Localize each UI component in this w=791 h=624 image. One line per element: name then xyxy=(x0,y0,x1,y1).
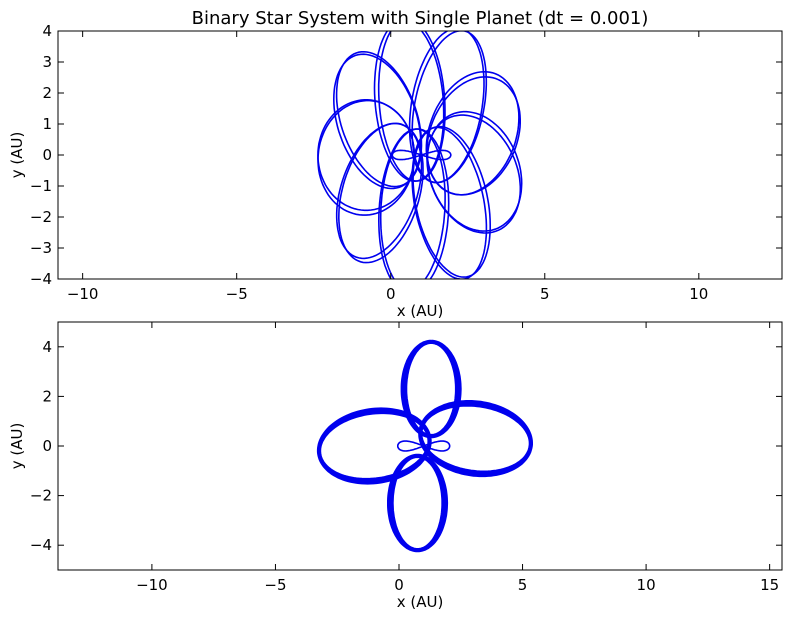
y-tick-label: 0 xyxy=(42,437,52,455)
orbit-trajectory-0-8 xyxy=(426,114,522,234)
orbit-trajectory-1-3 xyxy=(388,454,447,552)
y-tick-label: −3 xyxy=(30,239,52,257)
x-tick-label: 5 xyxy=(540,285,550,303)
y-tick-label: −2 xyxy=(30,487,52,505)
y-tick-label: 2 xyxy=(42,387,52,405)
orbit-trajectory-0-4 xyxy=(400,339,462,439)
orbit-trajectory-0-14 xyxy=(337,122,424,264)
orbit-trajectory-0-16 xyxy=(412,125,491,278)
orbit-trajectory-1-4 xyxy=(387,453,449,553)
x-tick-label: 15 xyxy=(760,576,779,594)
x-tick-label: −10 xyxy=(136,576,168,594)
orbit-trajectory-1-2 xyxy=(389,455,446,552)
y-tick-label: 0 xyxy=(42,146,52,164)
y-axis-label: y (AU) xyxy=(8,423,26,470)
orbit-trajectory-0-17 xyxy=(426,110,523,232)
y-tick-label: 2 xyxy=(42,84,52,102)
orbit-trajectory-0-15 xyxy=(379,128,450,279)
y-tick-label: −4 xyxy=(30,536,52,554)
y-tick-label: −1 xyxy=(30,177,52,195)
orbit-trajectory-0-3 xyxy=(401,340,461,438)
orbit-trajectory-1-0 xyxy=(391,456,444,550)
orbit-series-group xyxy=(317,31,523,279)
orbit-trajectory-1-1 xyxy=(390,455,445,551)
orbit-trajectory-0-13 xyxy=(317,99,416,216)
orbit-trajectory-4-0 xyxy=(397,440,451,452)
x-tick-label: −10 xyxy=(67,285,99,303)
orbit-trajectory-0-1 xyxy=(404,341,459,437)
y-axis-label: y (AU) xyxy=(8,132,26,179)
y-tick-label: 4 xyxy=(42,338,52,356)
y-tick-label: 3 xyxy=(42,53,52,71)
x-tick-label: −5 xyxy=(264,576,286,594)
orbit-trajectory-0-11 xyxy=(373,31,445,183)
x-axis-label: x (AU) xyxy=(397,593,444,611)
y-tick-label: 4 xyxy=(42,22,52,40)
x-tick-label: 5 xyxy=(518,576,528,594)
x-tick-label: 10 xyxy=(637,576,656,594)
y-tick-label: −4 xyxy=(30,270,52,288)
x-tick-label: 0 xyxy=(394,576,404,594)
bottom-axes: −10 −5 0 5 10 15 −4 −2 0 2 4 x (AU) y (AU) xyxy=(8,321,783,611)
chart-title: Binary Star System with Single Planet (d… xyxy=(192,8,649,29)
orbit-series-group xyxy=(316,339,533,553)
orbit-trajectory-0-2 xyxy=(402,340,460,438)
x-tick-label: 10 xyxy=(689,285,708,303)
x-tick-label: 0 xyxy=(386,285,396,303)
axes-frame xyxy=(57,321,783,571)
x-axis-label: x (AU) xyxy=(397,302,444,320)
orbit-trajectory-2-4 xyxy=(316,407,432,485)
orbit-trajectory-0-12 xyxy=(332,53,422,190)
orbit-trajectory-3-4 xyxy=(418,400,533,478)
y-tick-label: 1 xyxy=(42,115,52,133)
orbit-trajectory-1-0 xyxy=(391,149,452,161)
y-tick-label: −2 xyxy=(30,208,52,226)
x-tick-label: −5 xyxy=(226,285,248,303)
